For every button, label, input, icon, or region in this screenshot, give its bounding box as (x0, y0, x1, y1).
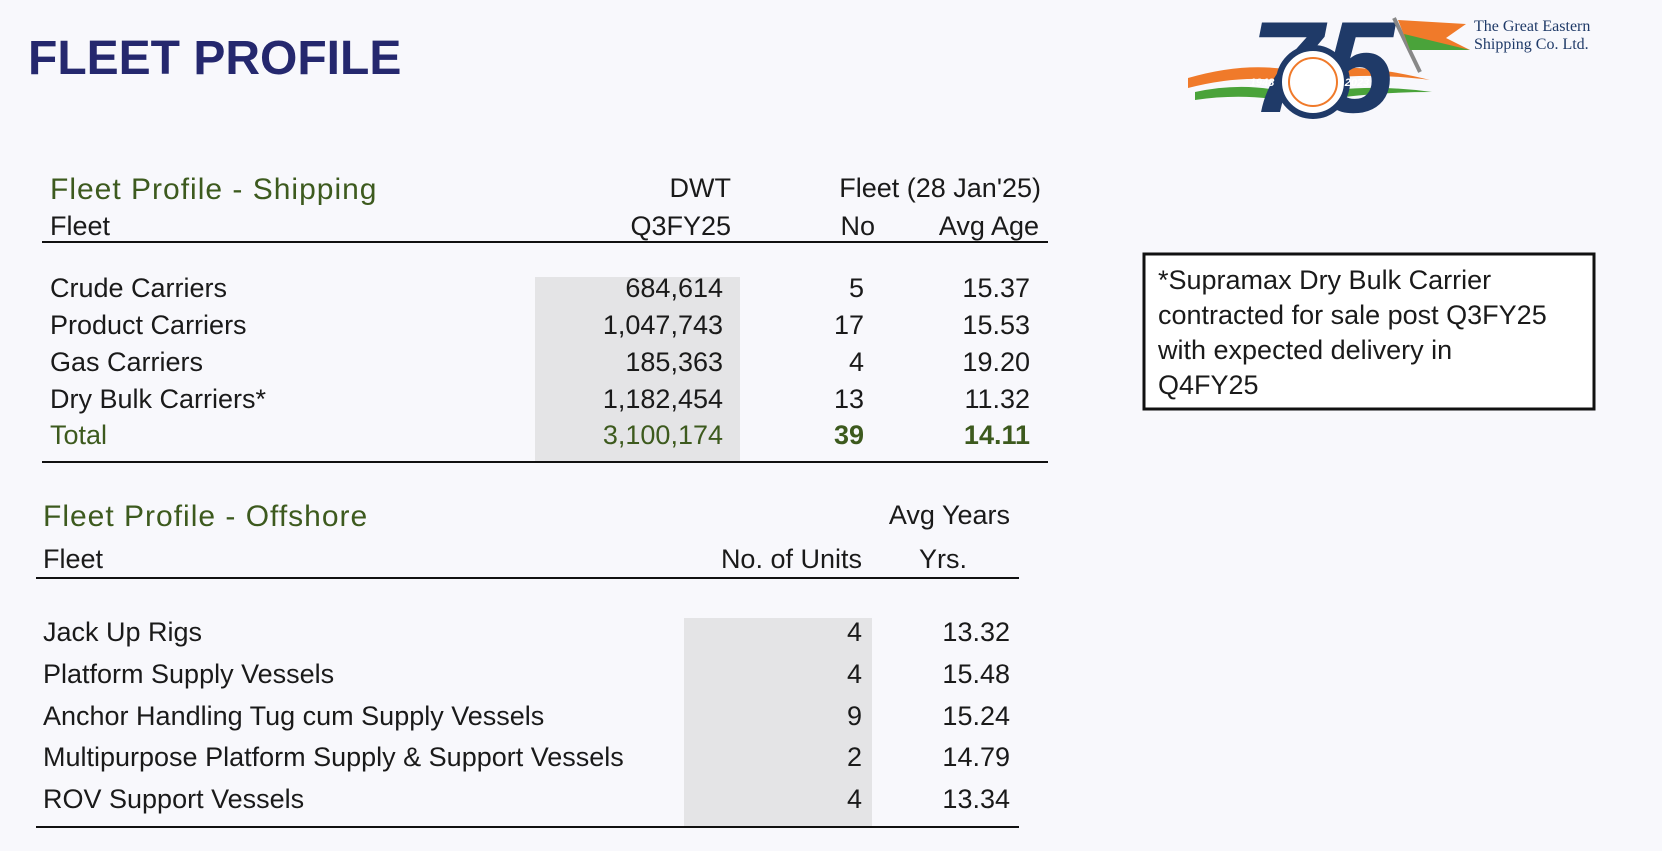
table-title: Fleet Profile - Offshore (43, 500, 368, 533)
shaded-column (535, 277, 740, 462)
logo: 75 1948 2023 The Great Eastern Shipping … (1188, 0, 1590, 140)
row-label: Jack Up Rigs (43, 617, 202, 647)
title: FLEET PROFILE (28, 32, 401, 85)
column-header: Fleet (28 Jan'25) (839, 173, 1041, 203)
year-start: 1948 (1250, 77, 1275, 89)
cell: 684,614 (625, 273, 723, 303)
column-header: Avg Years (889, 500, 1010, 530)
row-label: Gas Carriers (50, 347, 203, 377)
cell: 15.48 (942, 659, 1010, 689)
note-box (1142, 252, 1596, 411)
note: *Supramax Dry Bulk Carrier contracted for… (1157, 265, 1547, 400)
flag-pole (1392, 17, 1422, 73)
row-label: Multipurpose Platform Supply & Support V… (43, 742, 624, 772)
cell: 3,100,174 (603, 420, 723, 450)
column-header: DWT (670, 173, 731, 203)
cell: 15.53 (962, 310, 1030, 340)
column-header: Q3FY25 (630, 211, 731, 241)
shaded-column (684, 618, 872, 827)
cell: 4 (847, 784, 862, 814)
cell: 13.32 (942, 617, 1010, 647)
company-name: The Great Eastern (1474, 18, 1590, 35)
cell: 1,047,743 (603, 310, 723, 340)
note-line: with expected delivery in (1157, 335, 1452, 365)
cell: 4 (847, 617, 862, 647)
cell: 14.79 (942, 742, 1010, 772)
cell: 185,363 (625, 347, 723, 377)
cell: 13.34 (942, 784, 1010, 814)
column-header: No. of Units (721, 544, 862, 574)
cell: 15.37 (962, 273, 1030, 303)
column-header: Avg Age (939, 211, 1039, 241)
offshore-rows: Jack Up Rigs 4 13.32 Platform Supply Vessel… (43, 617, 1010, 814)
table-title: Fleet Profile - Shipping (50, 173, 378, 206)
note-line: Q4FY25 (1158, 370, 1259, 400)
row-label: ROV Support Vessels (43, 784, 304, 814)
cell: 14.11 (964, 420, 1030, 450)
cell: 4 (849, 347, 864, 377)
cell: 2 (847, 742, 862, 772)
column-header: No (840, 211, 875, 241)
shipping-rows: Crude Carriers 684,614 5 15.37 Product Carri… (50, 273, 1030, 450)
row-label: Platform Supply Vessels (43, 659, 334, 689)
row-label: Crude Carriers (50, 273, 227, 303)
cell: 5 (849, 273, 864, 303)
cell: 4 (847, 659, 862, 689)
cell: 13 (834, 384, 864, 414)
cell: 39 (834, 420, 864, 450)
company-name: Shipping Co. Ltd. (1474, 36, 1589, 53)
flag (1404, 34, 1470, 50)
note-line: contracted for sale post Q3FY25 (1158, 300, 1547, 330)
column-header: Fleet (50, 211, 111, 241)
row-label: Anchor Handling Tug cum Supply Vessels (43, 701, 544, 731)
cell: 11.32 (964, 384, 1030, 414)
row-label: Product Carriers (50, 310, 247, 340)
note-line: *Supramax Dry Bulk Carrier (1158, 265, 1491, 295)
cell: 9 (847, 701, 862, 731)
emblem (1288, 57, 1338, 107)
cell: 1,182,454 (603, 384, 723, 414)
column-header: Fleet (43, 544, 104, 574)
row-label: Dry Bulk Carriers* (50, 384, 267, 414)
cell: 15.24 (942, 701, 1010, 731)
column-header: Yrs. (919, 544, 967, 574)
cell: 19.20 (962, 347, 1030, 377)
year-end: 2023 (1344, 77, 1369, 89)
row-label: Total (50, 420, 107, 450)
cell: 17 (834, 310, 864, 340)
